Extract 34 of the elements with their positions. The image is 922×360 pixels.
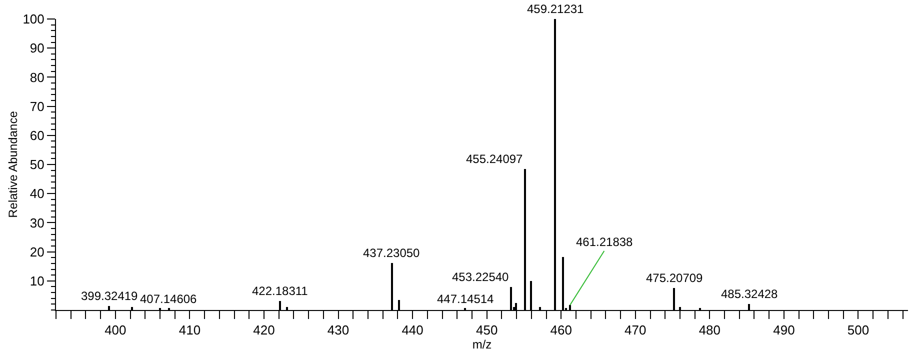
x-tick-label: 450	[476, 322, 498, 338]
y-tick-label: 70	[30, 98, 44, 114]
y-tick-label: 100	[22, 12, 44, 27]
annotation: 475.20709	[646, 271, 704, 285]
y-tick-label: 10	[30, 273, 44, 288]
annotation: 447.14514	[437, 292, 494, 306]
y-tick-label: 50	[30, 157, 44, 172]
x-axis-title: m/z	[472, 338, 492, 352]
x-tick-label: 480	[698, 322, 721, 338]
annotation: 453.22540	[452, 270, 510, 284]
y-axis-title: Relative Abundance	[6, 110, 20, 218]
y-tick-label: 40	[30, 186, 44, 202]
x-tick-label: 440	[402, 322, 424, 338]
y-tick-label: 20	[30, 244, 44, 260]
annotation: 461.21838	[576, 235, 634, 249]
x-tick-label: 430	[327, 322, 350, 338]
x-tick-label: 490	[773, 322, 795, 338]
annotation: 407.14606	[140, 292, 198, 306]
annotation: 485.32428	[721, 287, 778, 301]
x-tick-label: 460	[550, 322, 572, 338]
x-tick-label: 500	[847, 322, 870, 338]
x-tick-label: 400	[104, 322, 126, 338]
x-tick-label: 410	[178, 322, 201, 338]
y-tick-label: 90	[30, 40, 44, 56]
annotation: 399.32419	[81, 289, 138, 303]
annotation: 437.23050	[363, 246, 420, 260]
annotation: 459.21231	[527, 2, 584, 16]
x-tick-label: 420	[253, 322, 275, 338]
y-tick-label: 30	[30, 215, 44, 230]
annotation: 455.24097	[466, 152, 524, 166]
annotation: 422.18311	[252, 284, 308, 298]
x-tick-label: 470	[624, 322, 646, 338]
y-tick-label: 60	[30, 128, 44, 143]
y-tick-label: 80	[30, 70, 44, 85]
